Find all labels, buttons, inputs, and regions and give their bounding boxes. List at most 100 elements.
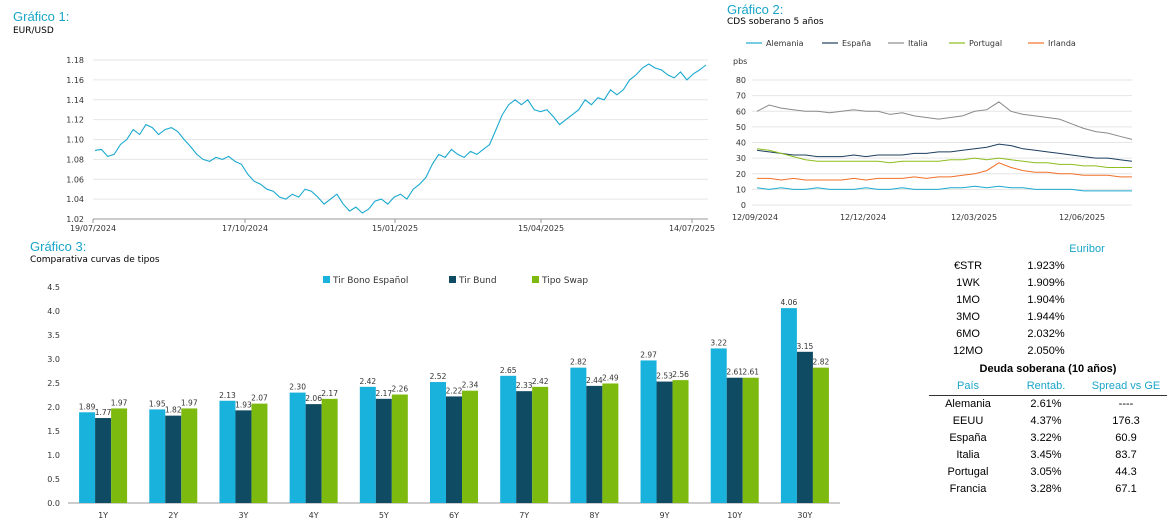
chart1-subtitle: EUR/USD: [13, 26, 54, 36]
x-tick-label: 12/09/2024: [732, 213, 778, 222]
x-tick-label: 12/03/2025: [951, 213, 997, 222]
legend-label: Italia: [908, 39, 928, 48]
legend-label: Alemania: [766, 39, 804, 48]
bar-tir-bono-español: [500, 375, 517, 503]
legend-swatch: [532, 276, 539, 283]
data-label: 1.97: [111, 398, 128, 407]
chart3-title: Gráfico 3:: [30, 239, 87, 254]
spread-cell: 176.3: [1112, 415, 1140, 427]
data-label: 2.53: [656, 372, 673, 381]
bar-tir-bono-español: [430, 382, 446, 503]
data-label: 2.44: [586, 376, 603, 385]
y-tick-label: 1.06: [66, 175, 84, 184]
bar-tir-bund: [586, 385, 603, 503]
bar-tir-bund: [796, 351, 813, 503]
bar-tipo-swap: [742, 377, 759, 503]
bar-tir-bund: [165, 415, 182, 503]
x-tick-label: 17/10/2024: [222, 224, 268, 233]
col-pais: País: [929, 378, 1007, 396]
y-tick-label: 1.04: [66, 195, 84, 204]
y-tick-label: 70: [736, 92, 746, 101]
legend-swatch: [323, 276, 330, 283]
x-tick-label: 2Y: [168, 511, 178, 520]
y-tick-label: 1.14: [66, 96, 84, 105]
x-tick-label: 19/07/2024: [70, 224, 116, 233]
euribor-label: 1WK: [956, 277, 980, 289]
rentab-cell: 3.05%: [1030, 466, 1062, 478]
spread-cell: 60.9: [1115, 432, 1137, 444]
bar-tir-bund: [656, 381, 673, 503]
x-tick-label: 3Y: [238, 511, 248, 520]
series-line-irlanda: [757, 162, 1132, 181]
data-label: 2.26: [391, 385, 408, 394]
data-label: 1.82: [165, 406, 182, 415]
bar-tipo-swap: [602, 383, 619, 503]
data-label: 2.33: [516, 381, 533, 390]
series-line-portugal: [756, 148, 1132, 168]
deuda-title: Deuda soberana (10 años): [979, 363, 1117, 375]
bar-tir-bono-español: [780, 308, 797, 503]
x-tick-label: 15/04/2025: [518, 224, 564, 233]
x-tick-label: 7Y: [519, 511, 529, 520]
spread-cell: 83.7: [1115, 449, 1137, 461]
legend-label: Portugal: [969, 39, 1002, 48]
bar-tipo-swap: [812, 367, 829, 503]
bar-tipo-swap: [391, 394, 408, 503]
data-label: 2.06: [305, 394, 322, 403]
rates-tables: Euribor €STR 1.923% 1WK 1.909% 1MO 1.904…: [929, 241, 1167, 498]
data-label: 2.52: [430, 372, 447, 381]
y-tick-label: 30: [736, 154, 746, 163]
bar-tir-bono-español: [219, 400, 236, 503]
bar-tir-bund: [235, 410, 252, 503]
pais-cell: Italia: [956, 449, 980, 461]
x-tick-label: 12/06/2025: [1059, 213, 1105, 222]
data-label: 2.82: [570, 358, 587, 367]
bar-tipo-swap: [532, 386, 549, 503]
pais-cell: Francia: [949, 483, 987, 495]
bar-tir-bono-español: [359, 386, 376, 503]
x-tick-label: 8Y: [589, 511, 599, 520]
data-label: 2.61: [742, 368, 759, 377]
y-tick-label: 2.0: [47, 403, 60, 412]
y-tick-label: 80: [736, 76, 746, 85]
euribor-row: 3MO 1.944%: [929, 309, 1167, 326]
rentab-cell: 3.28%: [1030, 483, 1062, 495]
euribor-value: 1.904%: [1027, 294, 1065, 306]
bar-tir-bund: [305, 404, 322, 503]
legend-label: Tipo Swap: [541, 276, 588, 286]
data-label: 3.22: [710, 338, 727, 347]
legend-label: Irlanda: [1048, 39, 1076, 48]
bar-tipo-swap: [462, 390, 478, 503]
series-line-españa: [756, 143, 1133, 162]
y-tick-label: 20: [736, 170, 746, 179]
euribor-value: 2.050%: [1027, 345, 1065, 357]
pais-cell: España: [949, 432, 987, 444]
x-tick-label: 10Y: [727, 511, 742, 520]
bar-tir-bono-español: [79, 412, 96, 503]
x-tick-label: 6Y: [449, 511, 459, 520]
y-tick-label: 0.5: [47, 475, 60, 484]
euribor-row: 1MO 1.904%: [929, 292, 1167, 309]
series-line-italia: [756, 101, 1133, 140]
data-label: 2.22: [446, 386, 463, 395]
series-line-alemania: [756, 185, 1132, 192]
euribor-label: 12MO: [953, 345, 983, 357]
table-row: Alemania 2.61% ----: [929, 396, 1167, 414]
chart1-title: Gráfico 1:: [13, 9, 70, 24]
data-label: 2.17: [321, 389, 338, 398]
col-spread: Spread vs GE: [1085, 378, 1167, 396]
euribor-row: 6MO 2.032%: [929, 326, 1167, 343]
y-tick-label: 3.0: [47, 355, 60, 364]
y-tick-label: 1.10: [66, 136, 84, 145]
data-label: 1.89: [79, 402, 96, 411]
table-row: Portugal 3.05% 44.3: [929, 464, 1167, 481]
y-tick-label: 4.5: [47, 283, 60, 292]
spread-cell: ----: [1118, 398, 1134, 410]
table-row: Francia 3.28% 67.1: [929, 481, 1167, 498]
y-tick-label: 0.0: [47, 499, 60, 508]
legend-swatch: [449, 276, 456, 283]
spread-cell: 67.1: [1115, 483, 1137, 495]
chart2-subtitle: CDS soberano 5 años: [727, 17, 824, 27]
